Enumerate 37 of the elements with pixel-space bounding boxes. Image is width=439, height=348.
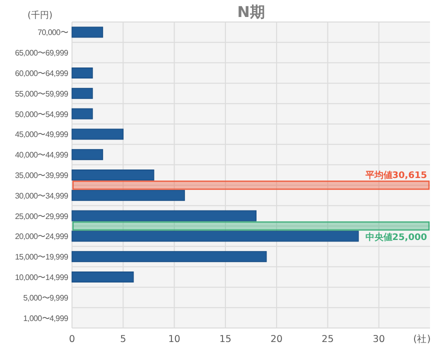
y-tick-label: 50,000〜54,999 [14, 110, 69, 119]
y-tick-label: 65,000〜69,999 [14, 48, 69, 58]
bar [72, 272, 134, 282]
y-axis-title: (千円) [27, 10, 53, 21]
x-tick-label: 15 [219, 334, 232, 345]
y-tick-label: 60,000〜64,999 [14, 69, 69, 78]
x-tick-label: 20 [270, 334, 283, 345]
y-tick-label: 45,000〜49,999 [14, 130, 69, 140]
x-tick-label: 30 [372, 334, 385, 345]
x-tick-label: 10 [168, 334, 180, 345]
bar [72, 128, 124, 140]
bar [72, 251, 267, 262]
bar [72, 149, 104, 160]
x-axis-title: (社) [413, 333, 431, 345]
bar [72, 68, 93, 78]
y-tick-label: 35,000〜39,999 [14, 171, 69, 180]
y-tick-label: 70,000〜 [38, 28, 68, 38]
y-tick-label: 55,000〜59,999 [14, 89, 69, 98]
y-tick-label: 30,000〜34,999 [14, 191, 69, 200]
band-label: 中央値25,000 [365, 232, 427, 243]
x-tick-label: 0 [68, 334, 76, 345]
x-tick-label: 5 [120, 334, 126, 345]
bar [72, 26, 104, 38]
y-tick-label: 5,000〜9,999 [23, 293, 69, 302]
y-tick-label: 15,000〜19,999 [14, 252, 69, 262]
bar [72, 170, 154, 180]
y-tick-label: 25,000〜29,999 [14, 212, 69, 221]
y-tick-label: 20,000〜24,999 [14, 232, 69, 242]
band-label: 平均値30,615 [364, 170, 427, 182]
bar [72, 190, 185, 201]
y-tick-label: 1,000〜4,999 [23, 314, 69, 323]
chart-title: N期 [237, 3, 265, 21]
x-tick-label: 25 [322, 334, 334, 345]
y-tick-label: 10,000〜14,999 [14, 273, 69, 282]
bar [72, 88, 93, 99]
bar [72, 108, 93, 120]
y-tick-label: 40,000〜44,999 [14, 150, 69, 160]
